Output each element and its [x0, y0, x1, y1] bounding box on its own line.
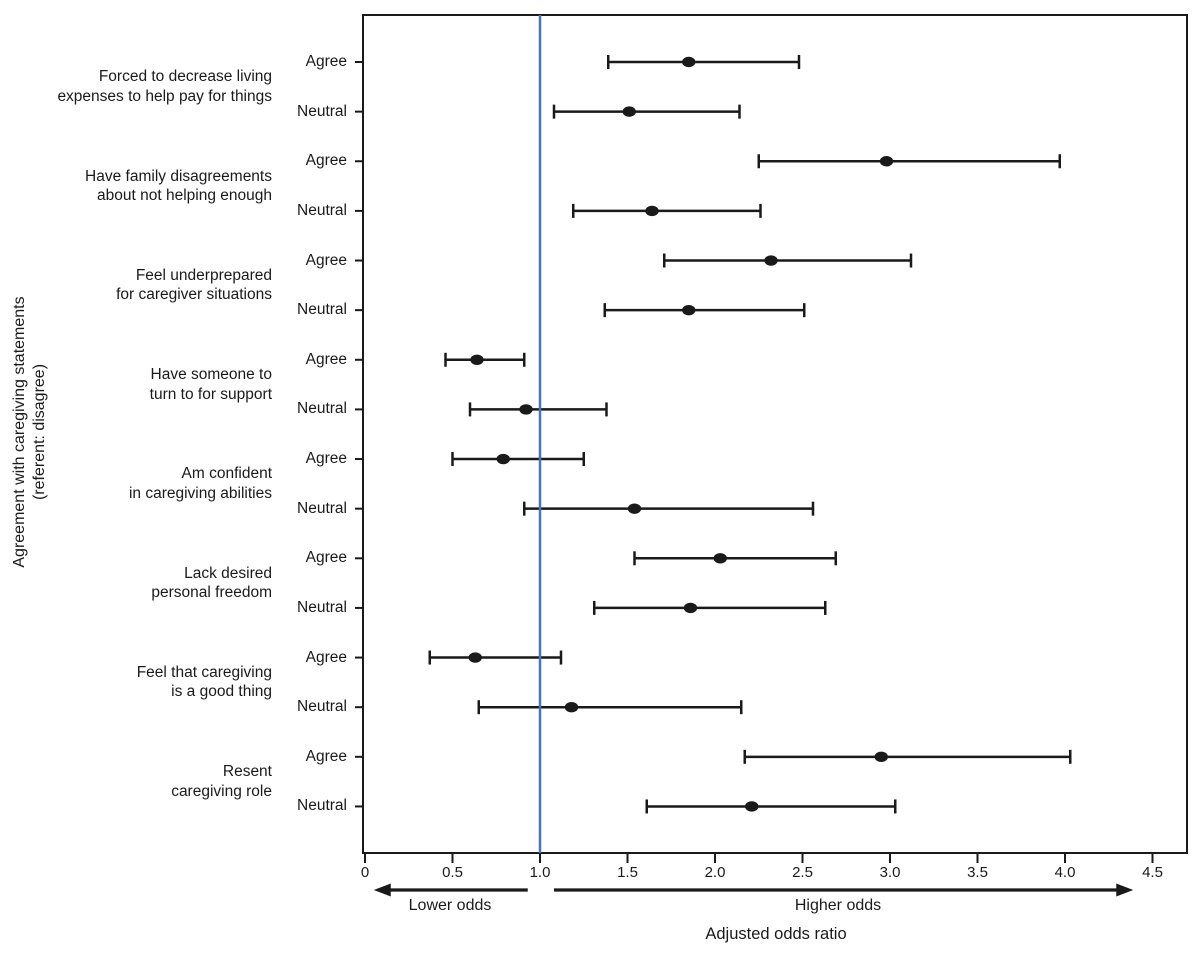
point-marker — [622, 106, 636, 117]
point-marker — [645, 205, 659, 217]
x-tick-label: 0 — [360, 864, 370, 881]
group-label: Am confident in caregiving abilities — [22, 464, 272, 503]
x-axis-title: Adjusted odds ratio — [705, 925, 847, 943]
y-axis-title-line1: Agreement with caregiving statements — [11, 296, 28, 568]
point-marker — [496, 453, 510, 465]
point-marker — [682, 304, 696, 316]
row-label-neutral: Neutral — [297, 698, 347, 716]
y-axis-title-line2: (referent: disagree) — [31, 363, 48, 501]
group-label: Forced to decrease living expenses to hel… — [22, 67, 272, 106]
group-label-line: for caregiver situations — [116, 286, 272, 304]
group-label-line: Resent — [222, 763, 272, 781]
group-label: Feel underprepared for caregiver situatio… — [22, 266, 272, 305]
higher-odds-label: Higher odds — [794, 897, 882, 914]
row-label-neutral: Neutral — [297, 598, 347, 616]
point-marker — [564, 701, 579, 713]
lower-odds-label: Lower odds — [408, 897, 492, 914]
point-marker — [764, 255, 778, 266]
point-marker — [879, 156, 894, 167]
row-label-neutral: Neutral — [297, 301, 347, 319]
point-marker — [682, 56, 696, 68]
point-marker — [874, 751, 888, 763]
row-label-neutral: Neutral — [297, 102, 347, 120]
x-tick-label: 0.5 — [442, 864, 463, 881]
row-label-agree: Agree — [305, 350, 347, 368]
group-label-line: Lack desired — [184, 564, 272, 582]
row-label-agree: Agree — [305, 450, 347, 468]
group-label: Lack desired personal freedom — [22, 564, 272, 603]
lower-odds-arrowhead — [373, 883, 391, 897]
x-tick-label: 2.0 — [704, 864, 726, 881]
point-marker — [627, 503, 642, 514]
point-marker — [468, 652, 482, 663]
row-label-agree: Agree — [305, 152, 347, 170]
point-marker — [519, 404, 533, 415]
group-label-line: turn to for support — [149, 385, 272, 403]
row-label-neutral: Neutral — [297, 400, 347, 418]
group-label: Have someone to turn to for support — [22, 365, 272, 404]
group-label-line: caregiving role — [171, 782, 272, 800]
group-label-line: Feel that caregiving — [136, 663, 272, 681]
plot-frame — [362, 14, 1188, 854]
group-label-line: about not helping enough — [97, 187, 272, 205]
point-marker — [745, 801, 759, 812]
row-label-agree: Agree — [305, 251, 347, 269]
group-label-line: in caregiving abilities — [128, 484, 272, 502]
x-tick-label: 3.5 — [967, 864, 988, 881]
group-label: Feel that caregiving is a good thing — [22, 663, 272, 702]
row-label-neutral: Neutral — [297, 797, 347, 815]
group-label: Resent caregiving role — [22, 762, 272, 801]
group-label-line: Forced to decrease living — [98, 68, 272, 86]
group-label-line: Am confident — [181, 465, 272, 483]
row-label-agree: Agree — [305, 53, 347, 70]
point-marker — [470, 354, 484, 365]
row-label-agree: Agree — [305, 747, 347, 765]
row-label-neutral: Neutral — [297, 201, 347, 219]
group-label-line: personal freedom — [151, 584, 272, 602]
x-tick-label: 4.5 — [1142, 864, 1163, 881]
row-label-agree: Agree — [305, 648, 347, 666]
point-marker — [683, 602, 698, 614]
group-label-line: Have family disagreements — [85, 167, 272, 185]
higher-odds-arrowhead — [1116, 883, 1134, 897]
group-label: Have family disagreements about not helpi… — [22, 167, 272, 206]
y-axis-title: Agreement with caregiving statements (re… — [10, 222, 50, 642]
group-label-line: Have someone to — [150, 366, 273, 384]
point-marker — [713, 553, 727, 564]
x-tick-label: 1.5 — [617, 864, 638, 881]
group-label-line: expenses to help pay for things — [57, 87, 272, 105]
x-tick-label: 2.5 — [792, 864, 813, 881]
row-label-agree: Agree — [305, 549, 347, 567]
x-tick-label: 3.0 — [879, 864, 901, 881]
row-label-neutral: Neutral — [297, 499, 347, 517]
x-tick-label: 4.0 — [1054, 864, 1076, 881]
group-label-line: Feel underprepared — [135, 266, 272, 284]
x-tick-label: 1.0 — [529, 864, 551, 881]
group-label-line: is a good thing — [171, 683, 272, 701]
